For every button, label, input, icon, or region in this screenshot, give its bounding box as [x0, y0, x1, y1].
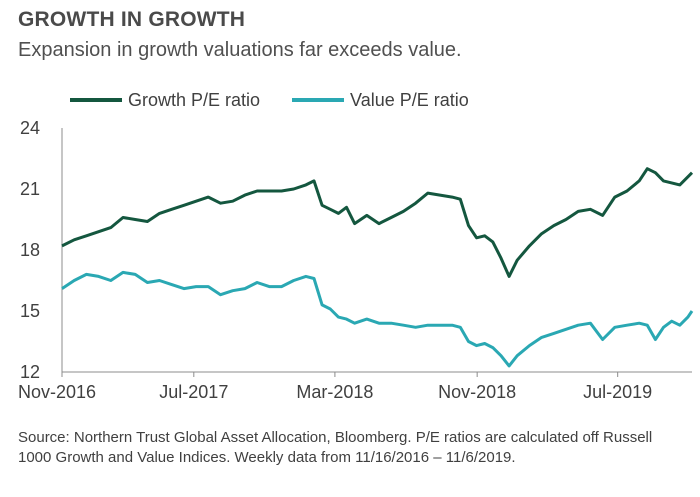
x-tick-label: Jul-2017	[159, 382, 228, 402]
legend-item-value: Value P/E ratio	[292, 90, 469, 111]
legend-item-growth: Growth P/E ratio	[70, 90, 260, 111]
y-tick-label: 12	[20, 362, 40, 382]
x-tick-label: Mar-2018	[296, 382, 373, 402]
legend-label-value: Value P/E ratio	[350, 89, 469, 110]
legend: Growth P/E ratio Value P/E ratio	[70, 89, 501, 111]
legend-swatch-growth	[70, 98, 122, 102]
y-tick-label: 21	[20, 179, 40, 199]
legend-label-growth: Growth P/E ratio	[128, 89, 261, 110]
x-tick-label: Nov-2018	[438, 382, 516, 402]
y-tick-label: 18	[20, 240, 40, 260]
y-tick-label: 15	[20, 301, 40, 321]
source-note: Source: Northern Trust Global Asset Allo…	[18, 429, 653, 466]
x-tick-label: Jul-2019	[583, 382, 652, 402]
value-pe-line	[61, 270, 694, 368]
growth-pe-line	[61, 167, 694, 278]
chart-subtitle: Expansion in growth valuations far excee…	[18, 39, 462, 61]
legend-swatch-value	[292, 98, 345, 102]
y-tick-label: 24	[20, 118, 40, 138]
line-chart: 12 15 18 21 24 Nov-2016 Jul-2017 Mar-2018 Nov-20…	[18, 118, 694, 402]
x-tick-label: Nov-2016	[18, 382, 96, 402]
chart-title: GROWTH IN GROWTH	[18, 8, 246, 31]
